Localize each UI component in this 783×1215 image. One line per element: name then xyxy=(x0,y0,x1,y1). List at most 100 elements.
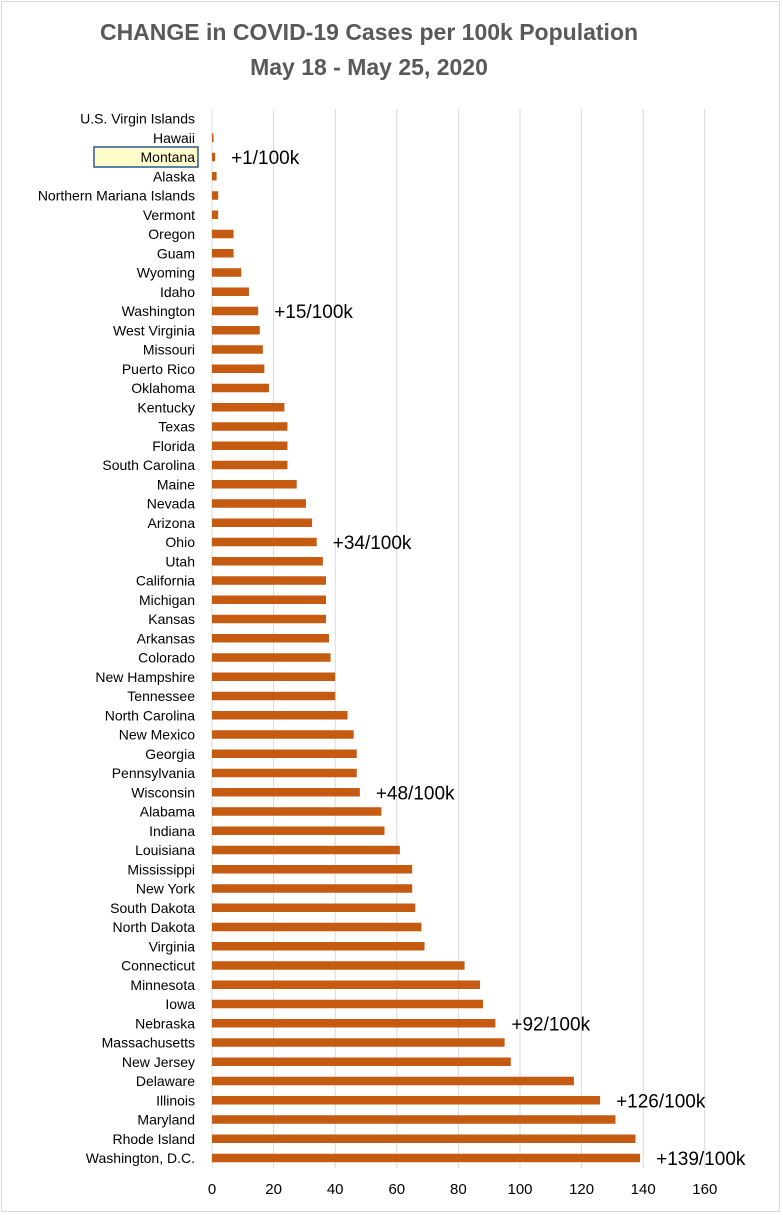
category-label-south-dakota: South Dakota xyxy=(110,900,195,916)
bar-georgia xyxy=(212,749,357,758)
category-label-utah: Utah xyxy=(165,553,195,569)
category-label-texas: Texas xyxy=(158,419,195,435)
category-label-guam: Guam xyxy=(157,245,195,261)
bar-virginia xyxy=(212,942,425,951)
category-labels: U.S. Virgin Islands Hawaii Montana Alaska No… xyxy=(38,111,199,1166)
category-label-arkansas: Arkansas xyxy=(137,630,195,646)
bar-michigan xyxy=(212,595,326,604)
bar-ohio xyxy=(212,537,317,547)
category-label-alaska: Alaska xyxy=(153,168,195,184)
highlight-box xyxy=(93,146,199,168)
category-label-oklahoma: Oklahoma xyxy=(131,380,195,396)
category-label-delaware: Delaware xyxy=(136,1073,195,1089)
bar-tennessee xyxy=(212,691,336,701)
bar-south-carolina xyxy=(212,460,288,470)
bar-new-york xyxy=(212,884,413,893)
category-label-hawaii: Hawaii xyxy=(153,130,195,146)
category-label-nebraska: Nebraska xyxy=(135,1015,195,1031)
x-tick-label-20: 20 xyxy=(265,1181,282,1198)
category-label-new-hampshire: New Hampshire xyxy=(95,669,195,685)
bar-new-mexico xyxy=(212,730,354,739)
x-tick-label-40: 40 xyxy=(327,1181,344,1198)
bar-north-carolina xyxy=(212,711,348,720)
bar-colorado xyxy=(212,653,331,662)
bar-illinois xyxy=(212,1096,601,1105)
category-label-tennessee: Tennessee xyxy=(127,688,195,704)
category-label-wyoming: Wyoming xyxy=(137,265,195,281)
bar-arkansas xyxy=(212,634,330,643)
category-label-missouri: Missouri xyxy=(143,342,195,358)
bar-texas xyxy=(212,422,288,431)
bar-maine xyxy=(212,480,297,489)
category-label-northern-mariana-islands: Northern Mariana Islands xyxy=(38,188,195,204)
bar-connecticut xyxy=(212,961,465,970)
annotation-montana: +1/100k xyxy=(231,148,300,169)
category-label-new-jersey: New Jersey xyxy=(122,1054,195,1070)
category-label-iowa: Iowa xyxy=(165,996,195,1012)
bar-missouri xyxy=(212,345,263,354)
bar-oklahoma xyxy=(212,383,269,393)
category-label-louisiana: Louisiana xyxy=(135,842,195,858)
bar-iowa xyxy=(212,999,484,1009)
bar-delaware xyxy=(212,1076,574,1086)
category-label-montana: Montana xyxy=(141,149,196,165)
category-label-wisconsin: Wisconsin xyxy=(131,784,195,800)
category-label-kansas: Kansas xyxy=(148,611,195,627)
category-label-ohio: Ohio xyxy=(165,534,195,550)
category-label-south-carolina: South Carolina xyxy=(102,457,195,473)
bar-west-virginia xyxy=(212,326,260,335)
category-label-nevada: Nevada xyxy=(147,496,195,512)
bar-hawaii xyxy=(212,133,214,142)
category-label-puerto-rico: Puerto Rico xyxy=(122,361,195,377)
category-label-maine: Maine xyxy=(157,476,195,492)
gridlines xyxy=(211,109,706,1168)
bar-utah xyxy=(212,557,323,566)
x-tick-label-60: 60 xyxy=(388,1181,405,1198)
bar-northern-mariana-islands xyxy=(212,191,219,200)
category-label-west-virginia: West Virginia xyxy=(113,322,195,338)
annotations: +1/100k +15/100k +34/100k +48/100k +92/100k +… xyxy=(231,148,746,1170)
bar-arizona xyxy=(212,518,313,527)
category-label-arizona: Arizona xyxy=(148,515,196,531)
bar-new-hampshire xyxy=(212,672,336,681)
category-label-new-mexico: New Mexico xyxy=(119,727,195,743)
category-label-colorado: Colorado xyxy=(138,650,195,666)
chart-title: CHANGE in COVID-19 Cases per 100k Popula… xyxy=(100,19,638,45)
annotation-wisconsin: +48/100k xyxy=(376,783,455,804)
category-label-michigan: Michigan xyxy=(139,592,195,608)
category-label-virginia: Virginia xyxy=(149,938,196,954)
category-label-indiana: Indiana xyxy=(149,823,195,839)
bar-alaska xyxy=(212,172,217,181)
category-label-connecticut: Connecticut xyxy=(121,958,195,974)
bar-kansas xyxy=(212,614,326,624)
x-tick-label-0: 0 xyxy=(208,1181,216,1198)
bar-new-jersey xyxy=(212,1057,511,1066)
bar-california xyxy=(212,576,326,585)
annotation-washington-d-c: +139/100k xyxy=(656,1149,746,1170)
chart-subtitle: May 18 - May 25, 2020 xyxy=(250,54,488,80)
category-label-oregon: Oregon xyxy=(148,226,195,242)
x-tick-label-160: 160 xyxy=(692,1181,717,1198)
bar-washington xyxy=(212,306,259,316)
category-label-washington: Washington xyxy=(122,303,195,319)
bar-nebraska xyxy=(212,1019,496,1028)
bars xyxy=(212,133,641,1163)
category-label-vermont: Vermont xyxy=(143,207,195,223)
bar-louisiana xyxy=(212,845,400,855)
bar-washington-d-c xyxy=(212,1153,641,1163)
category-label-massachusetts: Massachusetts xyxy=(102,1035,195,1051)
bar-kentucky xyxy=(212,403,285,412)
category-label-rhode-island: Rhode Island xyxy=(112,1131,195,1147)
category-label-pennsylvania: Pennsylvania xyxy=(112,765,195,781)
bar-wyoming xyxy=(212,268,242,277)
x-tick-label-80: 80 xyxy=(450,1181,467,1198)
bar-wisconsin xyxy=(212,788,360,797)
x-tick-label-120: 120 xyxy=(569,1181,594,1198)
category-label-u-s-virgin-islands: U.S. Virgin Islands xyxy=(80,111,195,127)
bar-alabama xyxy=(212,807,382,816)
bar-nevada xyxy=(212,499,306,508)
bar-indiana xyxy=(212,826,385,835)
bar-vermont xyxy=(212,210,219,219)
bar-florida xyxy=(212,441,288,450)
